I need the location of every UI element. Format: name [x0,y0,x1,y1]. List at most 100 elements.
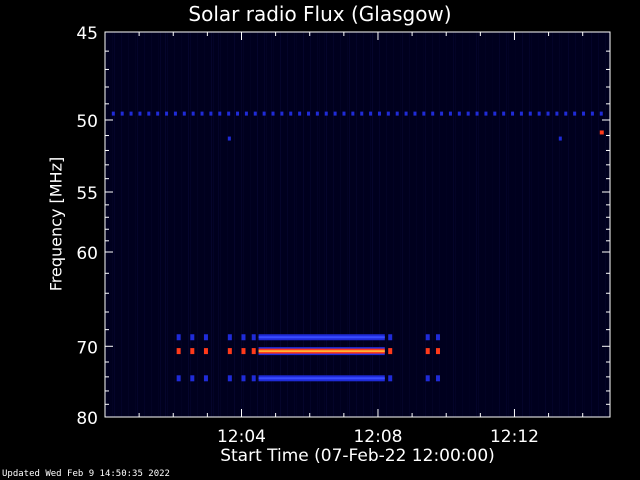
background-streak [545,32,546,417]
interference-dash [173,111,177,116]
background-streak [416,32,417,417]
background-streak [128,32,129,417]
interference-dash [236,111,240,116]
background-streak [552,32,553,417]
emission-pulse [251,334,256,341]
background-streak [370,32,371,417]
background-streak [188,32,189,417]
emission-pulse [435,375,440,382]
interference-dash [511,111,515,116]
background-streak [333,32,334,417]
background-streak [425,32,426,417]
interference-dash [315,111,319,116]
interference-dash [448,111,452,116]
interference-dash [466,111,470,116]
plot-area [105,32,610,417]
emission-pulse [227,348,232,355]
background-streak [400,32,401,417]
isolated-signal [599,130,604,135]
background-streak [204,32,205,417]
background-streak [107,32,108,417]
interference-dash [218,111,222,116]
interference-dash [120,111,124,116]
background-streak [591,32,592,417]
interference-dash [555,111,559,116]
interference-dash [493,111,497,116]
x-tick-label: 12:12 [490,427,539,447]
interference-dash [519,111,523,116]
background-streak [476,32,477,417]
background-streak [303,32,304,417]
background-streak [508,32,509,417]
interference-dash [599,111,603,116]
interference-dash [484,111,488,116]
interference-dash [360,111,364,116]
interference-dash [369,111,373,116]
background-streak [296,32,297,417]
background-streak [151,32,152,417]
background-streak [287,32,288,417]
background-streak [213,32,214,417]
interference-dash [431,111,435,116]
background-streak [568,32,569,417]
update-timestamp: Updated Wed Feb 9 14:50:35 2022 [2,469,170,479]
background-streak [114,32,115,417]
emission-pulse [425,334,430,341]
emission-pulse [425,348,430,355]
background-streak [310,32,311,417]
interference-dash [528,111,532,116]
background-streak [469,32,470,417]
background-streak [326,32,327,417]
background-streak [340,32,341,417]
emission-pulse [203,375,208,382]
emission-pulse [227,375,232,382]
emission-pulse [190,348,195,355]
interference-dash [182,111,186,116]
interference-dash [413,111,417,116]
emission-pulse [203,348,208,355]
interference-dash [333,111,337,116]
background-streak [280,32,281,417]
interference-dash [298,111,302,116]
x-tick-label: 12:04 [217,427,266,447]
emission-pulse [241,348,246,355]
background-streak [386,32,387,417]
emission-pulse [251,375,256,382]
interference-dash [138,111,142,116]
background-streak [317,32,318,417]
background-streak [402,32,403,417]
background-streak [432,32,433,417]
interference-dash [395,111,399,116]
background-streak [266,32,267,417]
background-streak [499,32,500,417]
background-streak [584,32,585,417]
background-streak [197,32,198,417]
interference-dash [502,111,506,116]
background-streak [439,32,440,417]
background-streak [529,32,530,417]
interference-dash [244,111,248,116]
interference-dash [342,111,346,116]
emission-pulse [227,334,232,341]
interference-dash [200,111,204,116]
plot-frame [104,31,611,418]
background-streak [598,32,599,417]
interference-dash [209,111,213,116]
isolated-signal [558,136,562,141]
interference-dash [165,111,169,116]
emission-pulse [176,334,181,341]
background-streak [409,32,410,417]
background-streak [455,32,456,417]
isolated-signal [227,136,231,141]
background-streak [271,32,272,417]
interference-dash [324,111,328,116]
emission-pulse [203,334,208,341]
background-streak [227,32,228,417]
background-streak [319,32,320,417]
emission-pulse [388,334,393,341]
background-streak [531,32,532,417]
background-streak [582,32,583,417]
background-streak [446,32,447,417]
interference-dash [156,111,160,116]
interference-dash [457,111,461,116]
